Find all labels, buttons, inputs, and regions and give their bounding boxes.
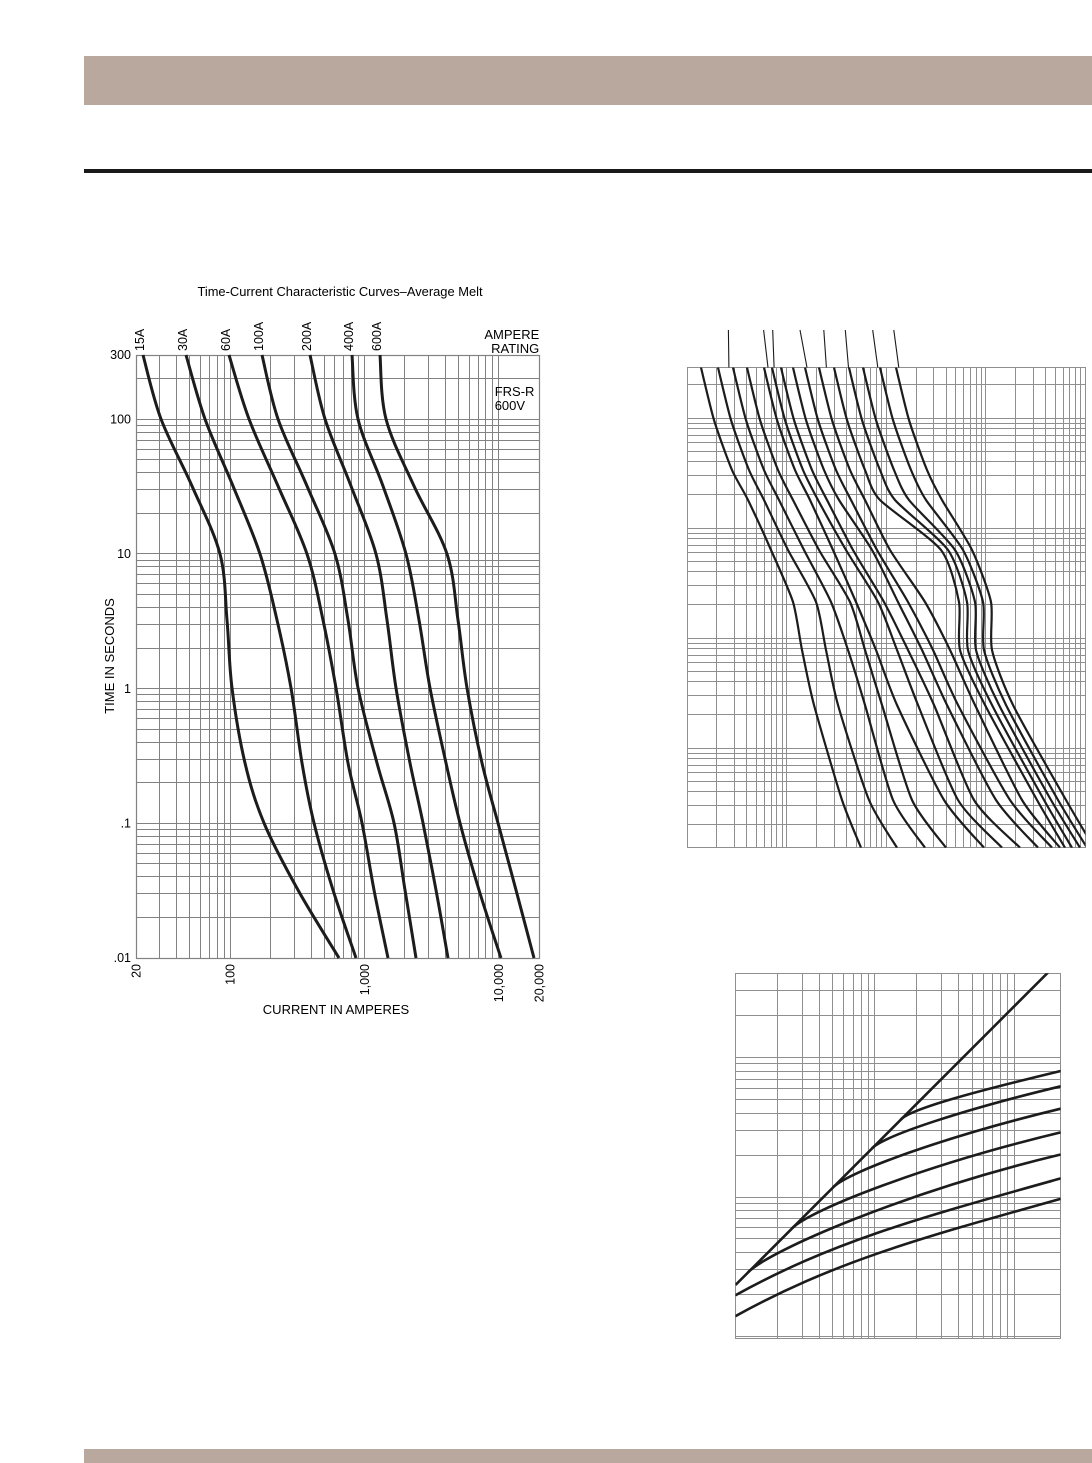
svg-text:100: 100: [110, 413, 131, 427]
svg-text:1,000: 1,000: [358, 964, 372, 995]
svg-text:20: 20: [130, 964, 144, 978]
svg-text:10: 10: [117, 547, 131, 561]
svg-text:400A: 400A: [342, 321, 356, 351]
svg-text:Time-Current Characteristic Cu: Time-Current Characteristic Curves–Avera…: [197, 284, 483, 299]
svg-text:AMPERE: AMPERE: [484, 327, 539, 342]
svg-text:200A: 200A: [300, 321, 314, 351]
svg-text:CURRENT IN AMPERES: CURRENT IN AMPERES: [263, 1002, 410, 1017]
svg-text:15A: 15A: [133, 328, 147, 351]
svg-text:60A: 60A: [219, 328, 233, 351]
svg-text:100: 100: [224, 964, 238, 985]
svg-text:20,000: 20,000: [533, 964, 547, 1002]
svg-text:TIME IN SECONDS: TIME IN SECONDS: [102, 598, 117, 714]
svg-text:600A: 600A: [370, 321, 384, 351]
svg-text:300: 300: [110, 348, 131, 362]
svg-text:1: 1: [124, 682, 131, 696]
svg-text:FRS-R: FRS-R: [495, 384, 535, 399]
svg-text:30A: 30A: [176, 328, 190, 351]
svg-text:600V: 600V: [495, 398, 526, 413]
svg-text:.01: .01: [114, 951, 131, 965]
svg-text:.1: .1: [121, 817, 131, 831]
svg-text:10,000: 10,000: [492, 964, 506, 1002]
svg-text:RATING: RATING: [491, 341, 539, 356]
svg-text:100A: 100A: [252, 321, 266, 351]
